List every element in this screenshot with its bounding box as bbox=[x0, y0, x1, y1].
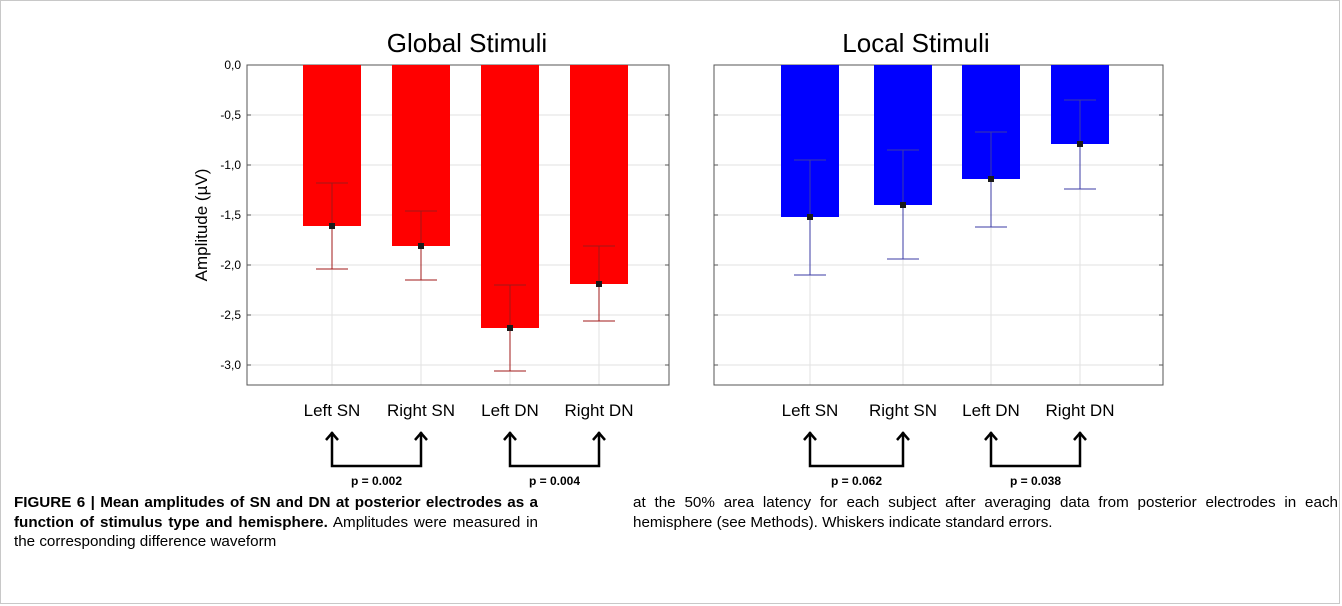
y-tick-label: -1,5 bbox=[220, 208, 241, 222]
mean-marker bbox=[418, 243, 424, 249]
y-tick-label: 0,0 bbox=[224, 58, 241, 72]
category-label: Left DN bbox=[962, 401, 1020, 420]
y-tick-label: -2,0 bbox=[220, 258, 241, 272]
plot-frame bbox=[246, 64, 670, 386]
mean-marker bbox=[596, 281, 602, 287]
category-label: Left SN bbox=[304, 401, 361, 420]
category-label: Right DN bbox=[1046, 401, 1115, 420]
mean-marker bbox=[507, 325, 513, 331]
comparison-bracket bbox=[330, 432, 423, 468]
up-arrow-head bbox=[414, 431, 428, 441]
y-axis-label: Amplitude (µV) bbox=[192, 169, 211, 282]
category-label: Left SN bbox=[782, 401, 839, 420]
up-arrow-head bbox=[325, 431, 339, 441]
figure-charts: Global Stimuli 0,0 -0,5 -1,0 -1,5 -2,0 -2,5 -3,… bbox=[192, 28, 1164, 488]
y-tick-label: -0,5 bbox=[220, 108, 241, 122]
mean-marker bbox=[329, 223, 335, 229]
comparison-bracket bbox=[808, 432, 905, 468]
p-value-label: p = 0.004 bbox=[529, 474, 580, 488]
up-arrow-head bbox=[984, 431, 998, 441]
mean-marker bbox=[900, 202, 906, 208]
comparison-bracket bbox=[989, 432, 1082, 468]
up-arrow-head bbox=[896, 431, 910, 441]
mean-marker bbox=[807, 214, 813, 220]
category-label: Right SN bbox=[387, 401, 455, 420]
plot-frame bbox=[713, 64, 1164, 386]
bar bbox=[481, 65, 539, 328]
category-label: Left DN bbox=[481, 401, 539, 420]
category-label: Right SN bbox=[869, 401, 937, 420]
p-value-label: p = 0.062 bbox=[831, 474, 882, 488]
caption-text-left: Amplitudes were measured in the correspo… bbox=[14, 513, 538, 551]
comparison-bracket bbox=[508, 432, 601, 468]
up-arrow-head bbox=[592, 431, 606, 441]
up-arrow-head bbox=[503, 431, 517, 441]
mean-marker bbox=[1077, 141, 1083, 147]
y-tick-label: -2,5 bbox=[220, 308, 241, 322]
up-arrow-head bbox=[803, 431, 817, 441]
caption-figure-label: FIGURE 6 | Mean amplitudes of SN and DN … bbox=[14, 494, 538, 531]
caption-text-right: at the 50% area latency for each subject… bbox=[633, 494, 1338, 531]
caption-left-column: FIGURE 6 | Mean amplitudes of SN and DN … bbox=[14, 493, 538, 552]
y-tick-label: -1,0 bbox=[220, 158, 241, 172]
p-value-label: p = 0.038 bbox=[1010, 474, 1061, 488]
category-label: Right DN bbox=[565, 401, 634, 420]
p-value-label: p = 0.002 bbox=[351, 474, 402, 488]
up-arrow-head bbox=[1073, 431, 1087, 441]
chart-title: Global Stimuli bbox=[387, 28, 547, 58]
y-tick-label: -3,0 bbox=[220, 358, 241, 372]
mean-marker bbox=[988, 176, 994, 182]
chart-title: Local Stimuli bbox=[842, 28, 989, 58]
caption-right-column: at the 50% area latency for each subject… bbox=[633, 493, 1338, 532]
